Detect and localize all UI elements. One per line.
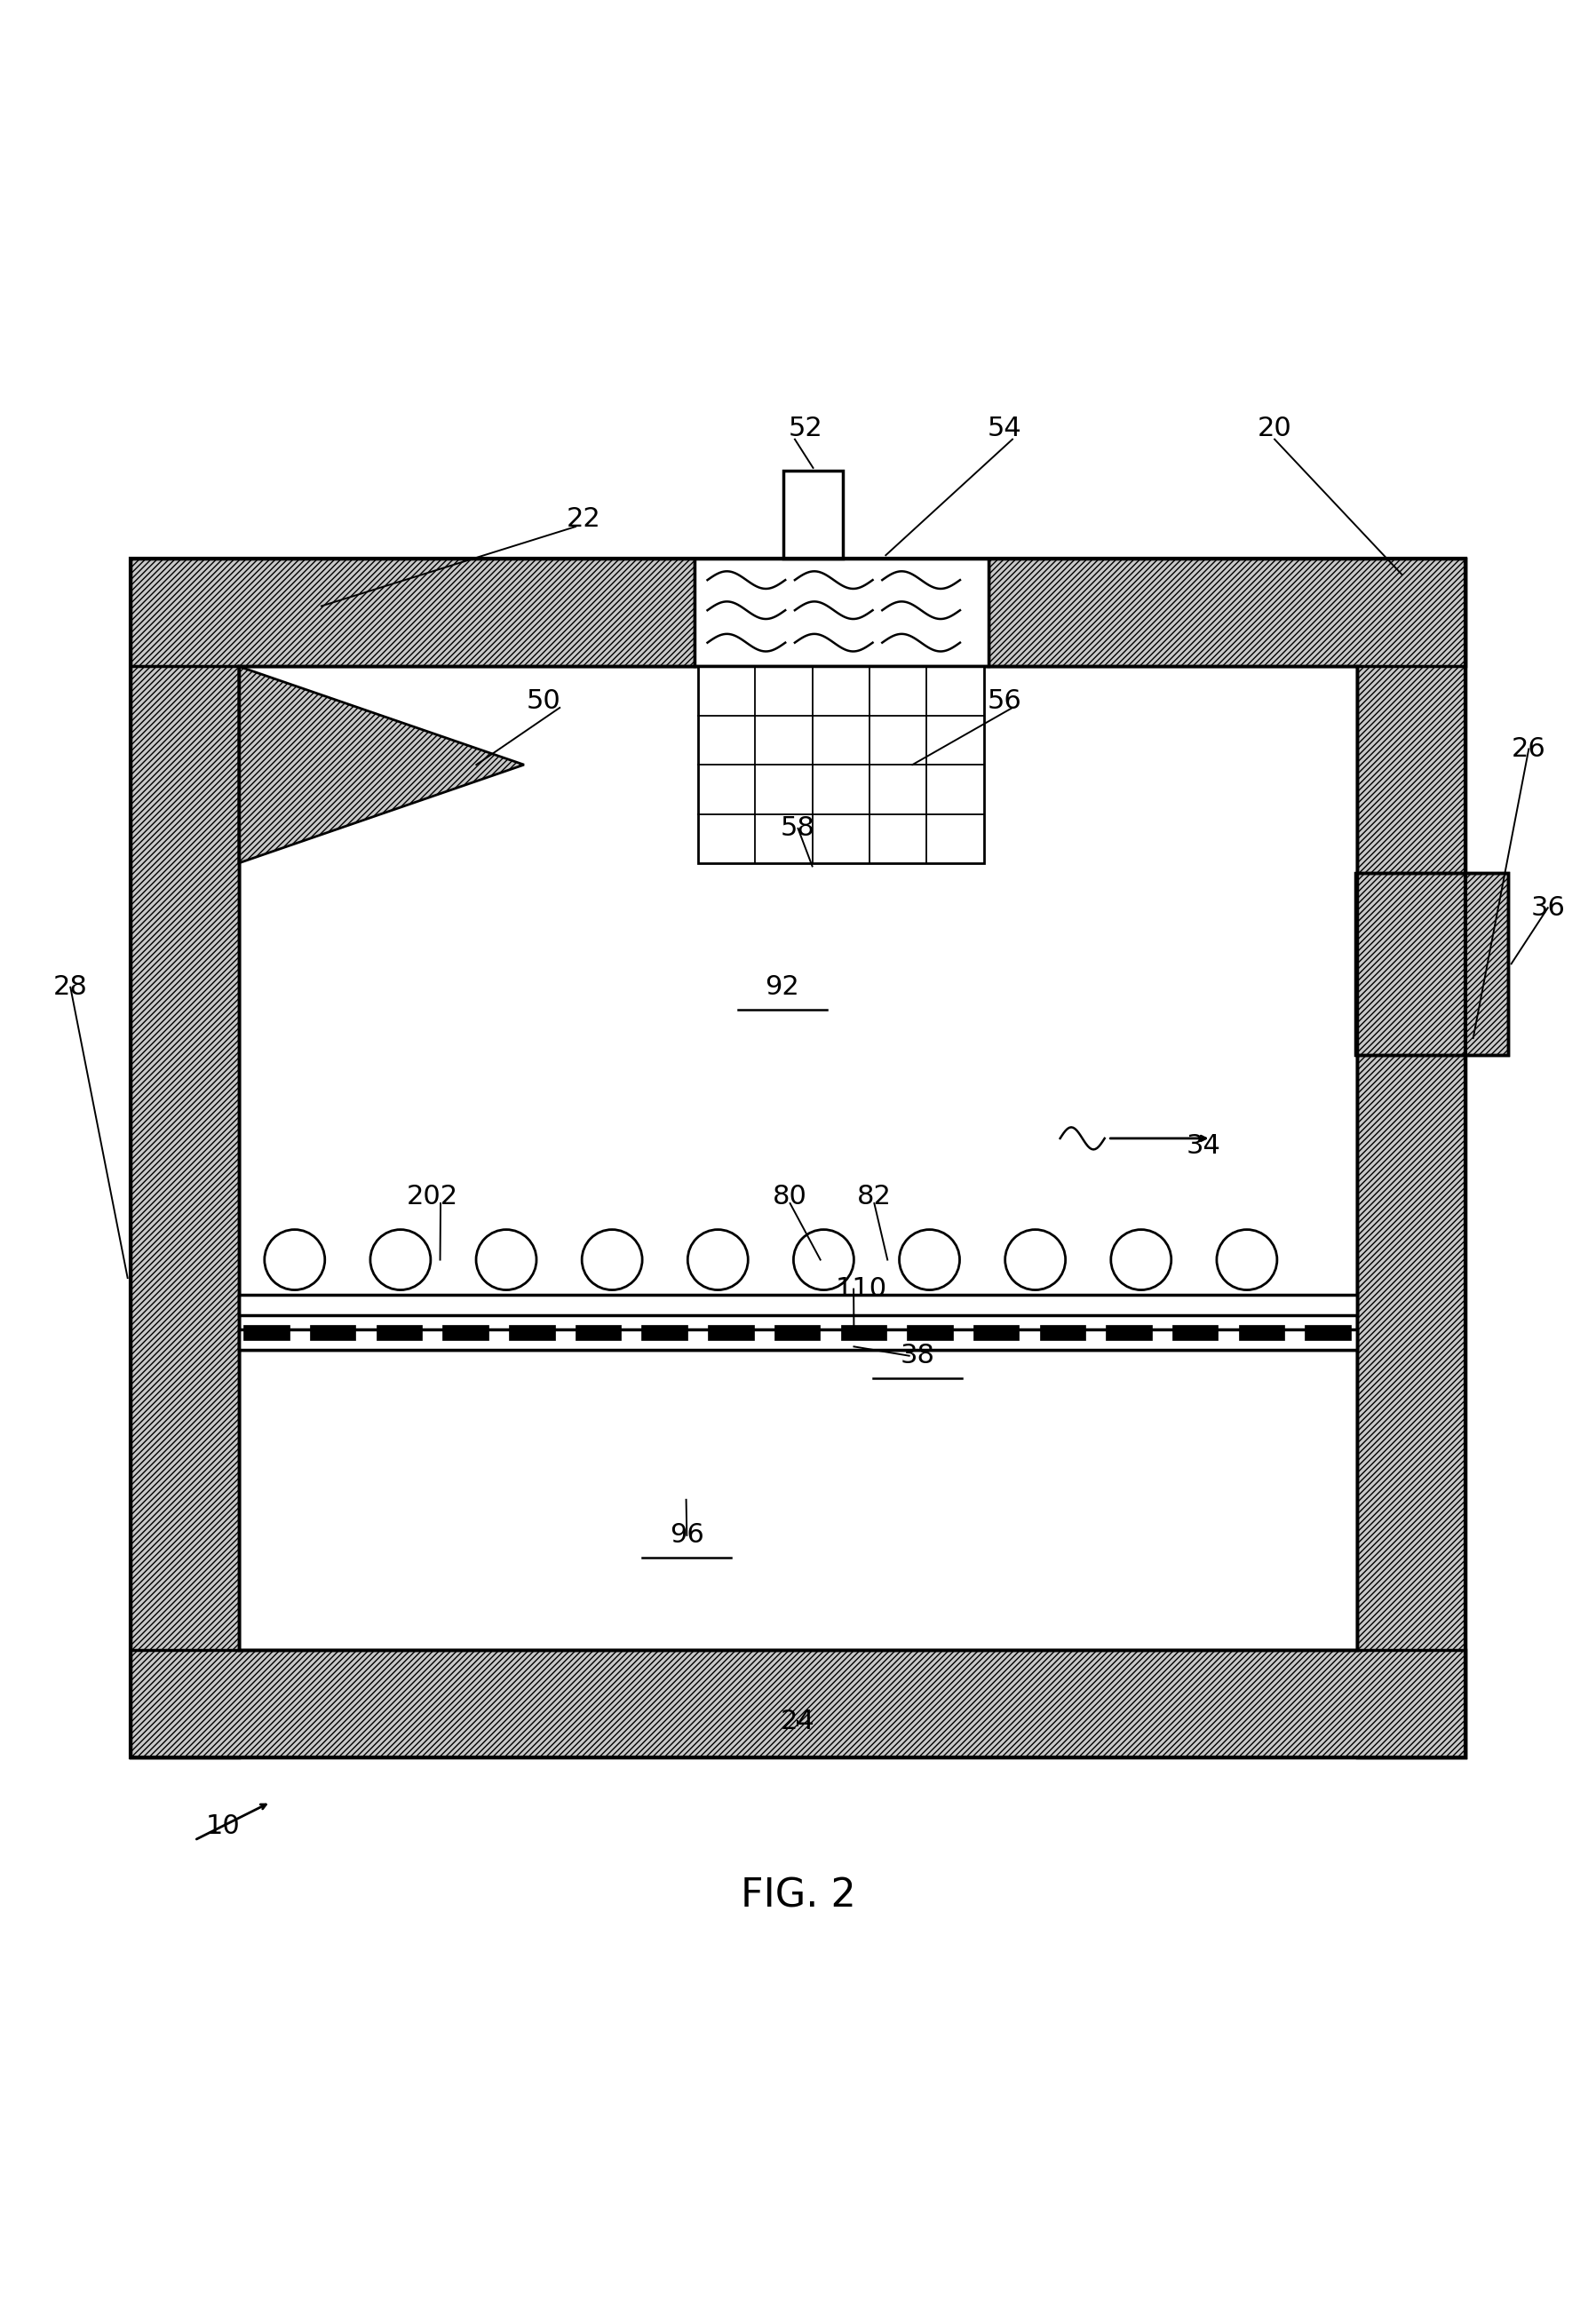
Text: 26: 26 bbox=[1511, 737, 1547, 762]
Text: 96: 96 bbox=[670, 1522, 704, 1548]
Bar bbox=[131, 558, 239, 1757]
Polygon shape bbox=[239, 667, 523, 862]
Bar bbox=[1349, 878, 1473, 1050]
Bar bbox=[244, 1325, 289, 1341]
Bar bbox=[310, 1325, 356, 1341]
Bar bbox=[1357, 558, 1465, 1757]
Bar bbox=[239, 1329, 1357, 1350]
Bar bbox=[509, 1325, 555, 1341]
Bar bbox=[1173, 1325, 1218, 1341]
Text: 52: 52 bbox=[788, 416, 824, 442]
Text: 50: 50 bbox=[527, 688, 562, 713]
Bar bbox=[642, 1325, 688, 1341]
Bar bbox=[841, 1325, 886, 1341]
Bar bbox=[1357, 874, 1508, 1055]
Bar bbox=[1106, 1325, 1152, 1341]
Text: 54: 54 bbox=[988, 416, 1021, 442]
Text: 38: 38 bbox=[900, 1343, 935, 1369]
Text: 20: 20 bbox=[1258, 416, 1291, 442]
Text: 82: 82 bbox=[857, 1183, 892, 1211]
Bar bbox=[575, 1325, 621, 1341]
Text: 92: 92 bbox=[764, 974, 800, 999]
Text: 24: 24 bbox=[780, 1708, 816, 1734]
Bar bbox=[1306, 1325, 1350, 1341]
Bar bbox=[239, 1350, 1357, 1650]
Bar bbox=[907, 1325, 953, 1341]
Text: 80: 80 bbox=[772, 1183, 808, 1211]
Bar bbox=[1039, 1325, 1085, 1341]
Bar bbox=[239, 1294, 1357, 1315]
Text: 202: 202 bbox=[407, 1183, 458, 1211]
Bar bbox=[709, 1325, 753, 1341]
Text: 36: 36 bbox=[1531, 895, 1566, 920]
Bar bbox=[974, 1325, 1020, 1341]
Text: 28: 28 bbox=[53, 974, 88, 999]
Bar bbox=[784, 472, 843, 558]
Bar bbox=[774, 1325, 820, 1341]
Bar bbox=[694, 558, 988, 667]
Bar bbox=[1355, 874, 1508, 1055]
Bar bbox=[377, 1325, 421, 1341]
Text: 110: 110 bbox=[836, 1276, 887, 1301]
Text: 56: 56 bbox=[988, 688, 1021, 713]
Bar bbox=[131, 558, 694, 667]
Bar bbox=[1238, 1325, 1285, 1341]
Text: 10: 10 bbox=[206, 1813, 239, 1838]
Bar bbox=[131, 558, 1465, 1757]
Bar bbox=[131, 1650, 1465, 1757]
Bar bbox=[988, 558, 1465, 667]
Text: 58: 58 bbox=[780, 816, 816, 841]
Bar bbox=[442, 1325, 488, 1341]
Bar bbox=[697, 667, 983, 862]
Text: 22: 22 bbox=[567, 507, 600, 532]
Bar bbox=[239, 667, 1357, 1650]
Text: 34: 34 bbox=[1186, 1134, 1221, 1160]
Text: FIG. 2: FIG. 2 bbox=[741, 1878, 855, 1915]
